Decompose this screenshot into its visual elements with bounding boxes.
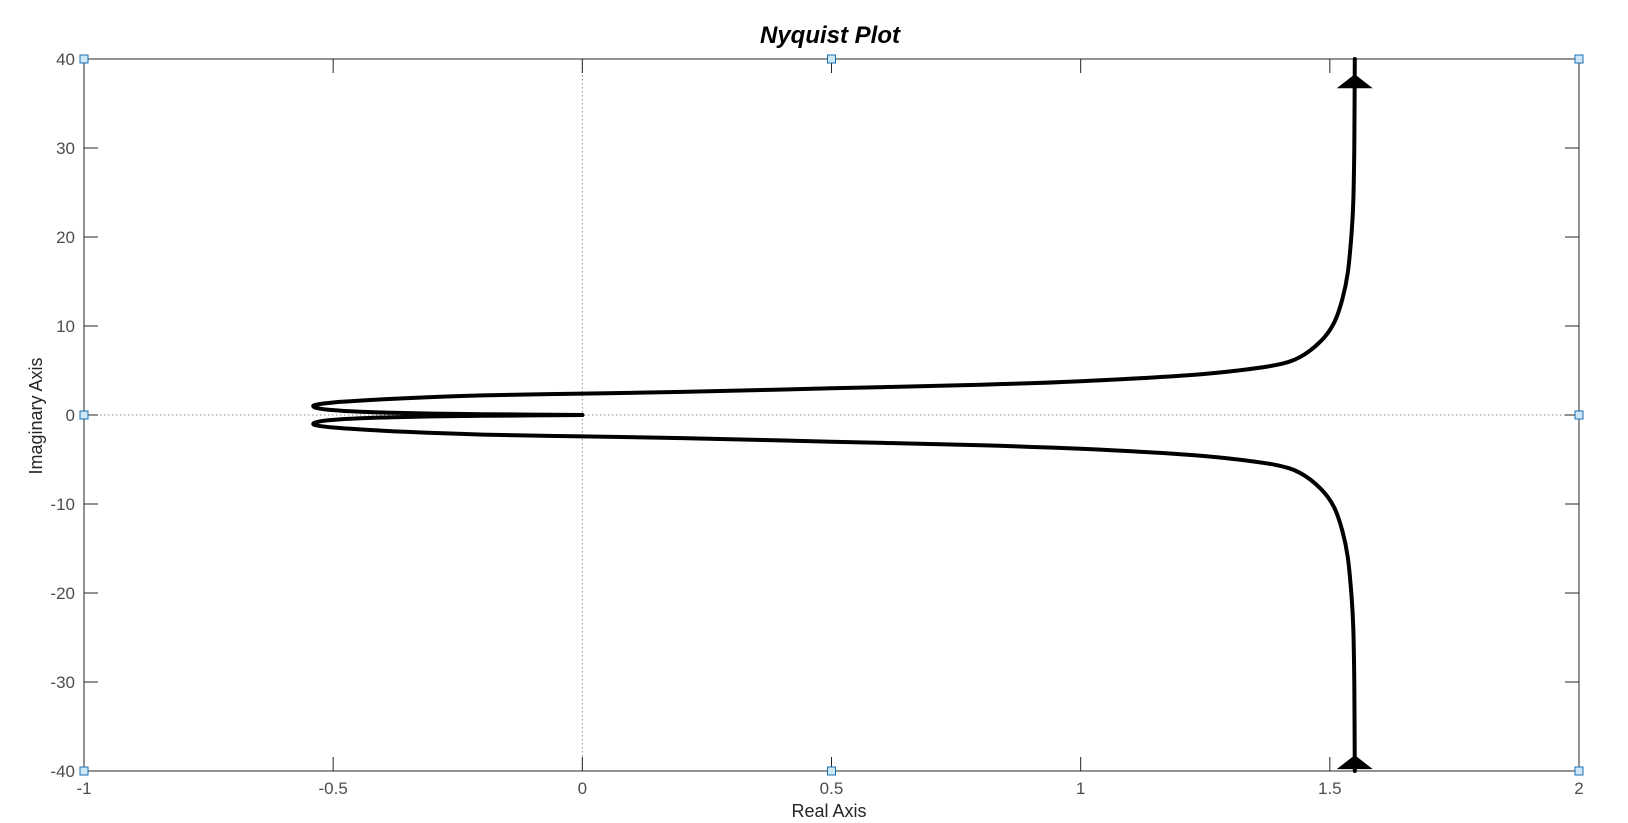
chart-title: Nyquist Plot <box>760 22 901 49</box>
y-tick-label: 20 <box>56 228 75 247</box>
y-tick-label: 30 <box>56 139 75 158</box>
nyquist-curve-positive[interactable] <box>311 57 1357 417</box>
resize-handle[interactable] <box>827 766 836 776</box>
y-tick-label: -30 <box>50 673 75 692</box>
y-tick-label: -20 <box>50 584 75 603</box>
selection-handles[interactable] <box>79 54 1584 776</box>
resize-handle[interactable] <box>1574 54 1584 64</box>
x-axis-label: Real Axis <box>791 801 866 821</box>
nyquist-curve-negative[interactable] <box>311 413 1357 773</box>
x-tick-label: 2 <box>1574 779 1583 798</box>
direction-arrow <box>1336 755 1373 770</box>
direction-arrow <box>1336 74 1373 89</box>
y-tick-label: 40 <box>56 50 75 69</box>
resize-handle[interactable] <box>79 54 89 64</box>
x-tick-label: -1 <box>76 779 91 798</box>
resize-handle[interactable] <box>1574 766 1584 776</box>
nyquist-curves[interactable] <box>311 57 1357 773</box>
x-tick-label: 0.5 <box>820 779 844 798</box>
resize-handle[interactable] <box>827 54 836 64</box>
x-tick-label: 1 <box>1076 779 1085 798</box>
x-tick-label: -0.5 <box>319 779 348 798</box>
y-tick-label: 0 <box>66 406 75 425</box>
resize-handle[interactable] <box>1574 410 1584 420</box>
resize-handle[interactable] <box>79 766 89 776</box>
y-axis-label: Imaginary Axis <box>26 357 46 474</box>
y-tick-label: 10 <box>56 317 75 336</box>
resize-handle[interactable] <box>79 410 89 420</box>
x-tick-label: 1.5 <box>1318 779 1342 798</box>
y-tick-label: -40 <box>50 762 75 781</box>
direction-arrows <box>1336 74 1373 770</box>
x-tick-label: 0 <box>578 779 587 798</box>
y-tick-label: -10 <box>50 495 75 514</box>
